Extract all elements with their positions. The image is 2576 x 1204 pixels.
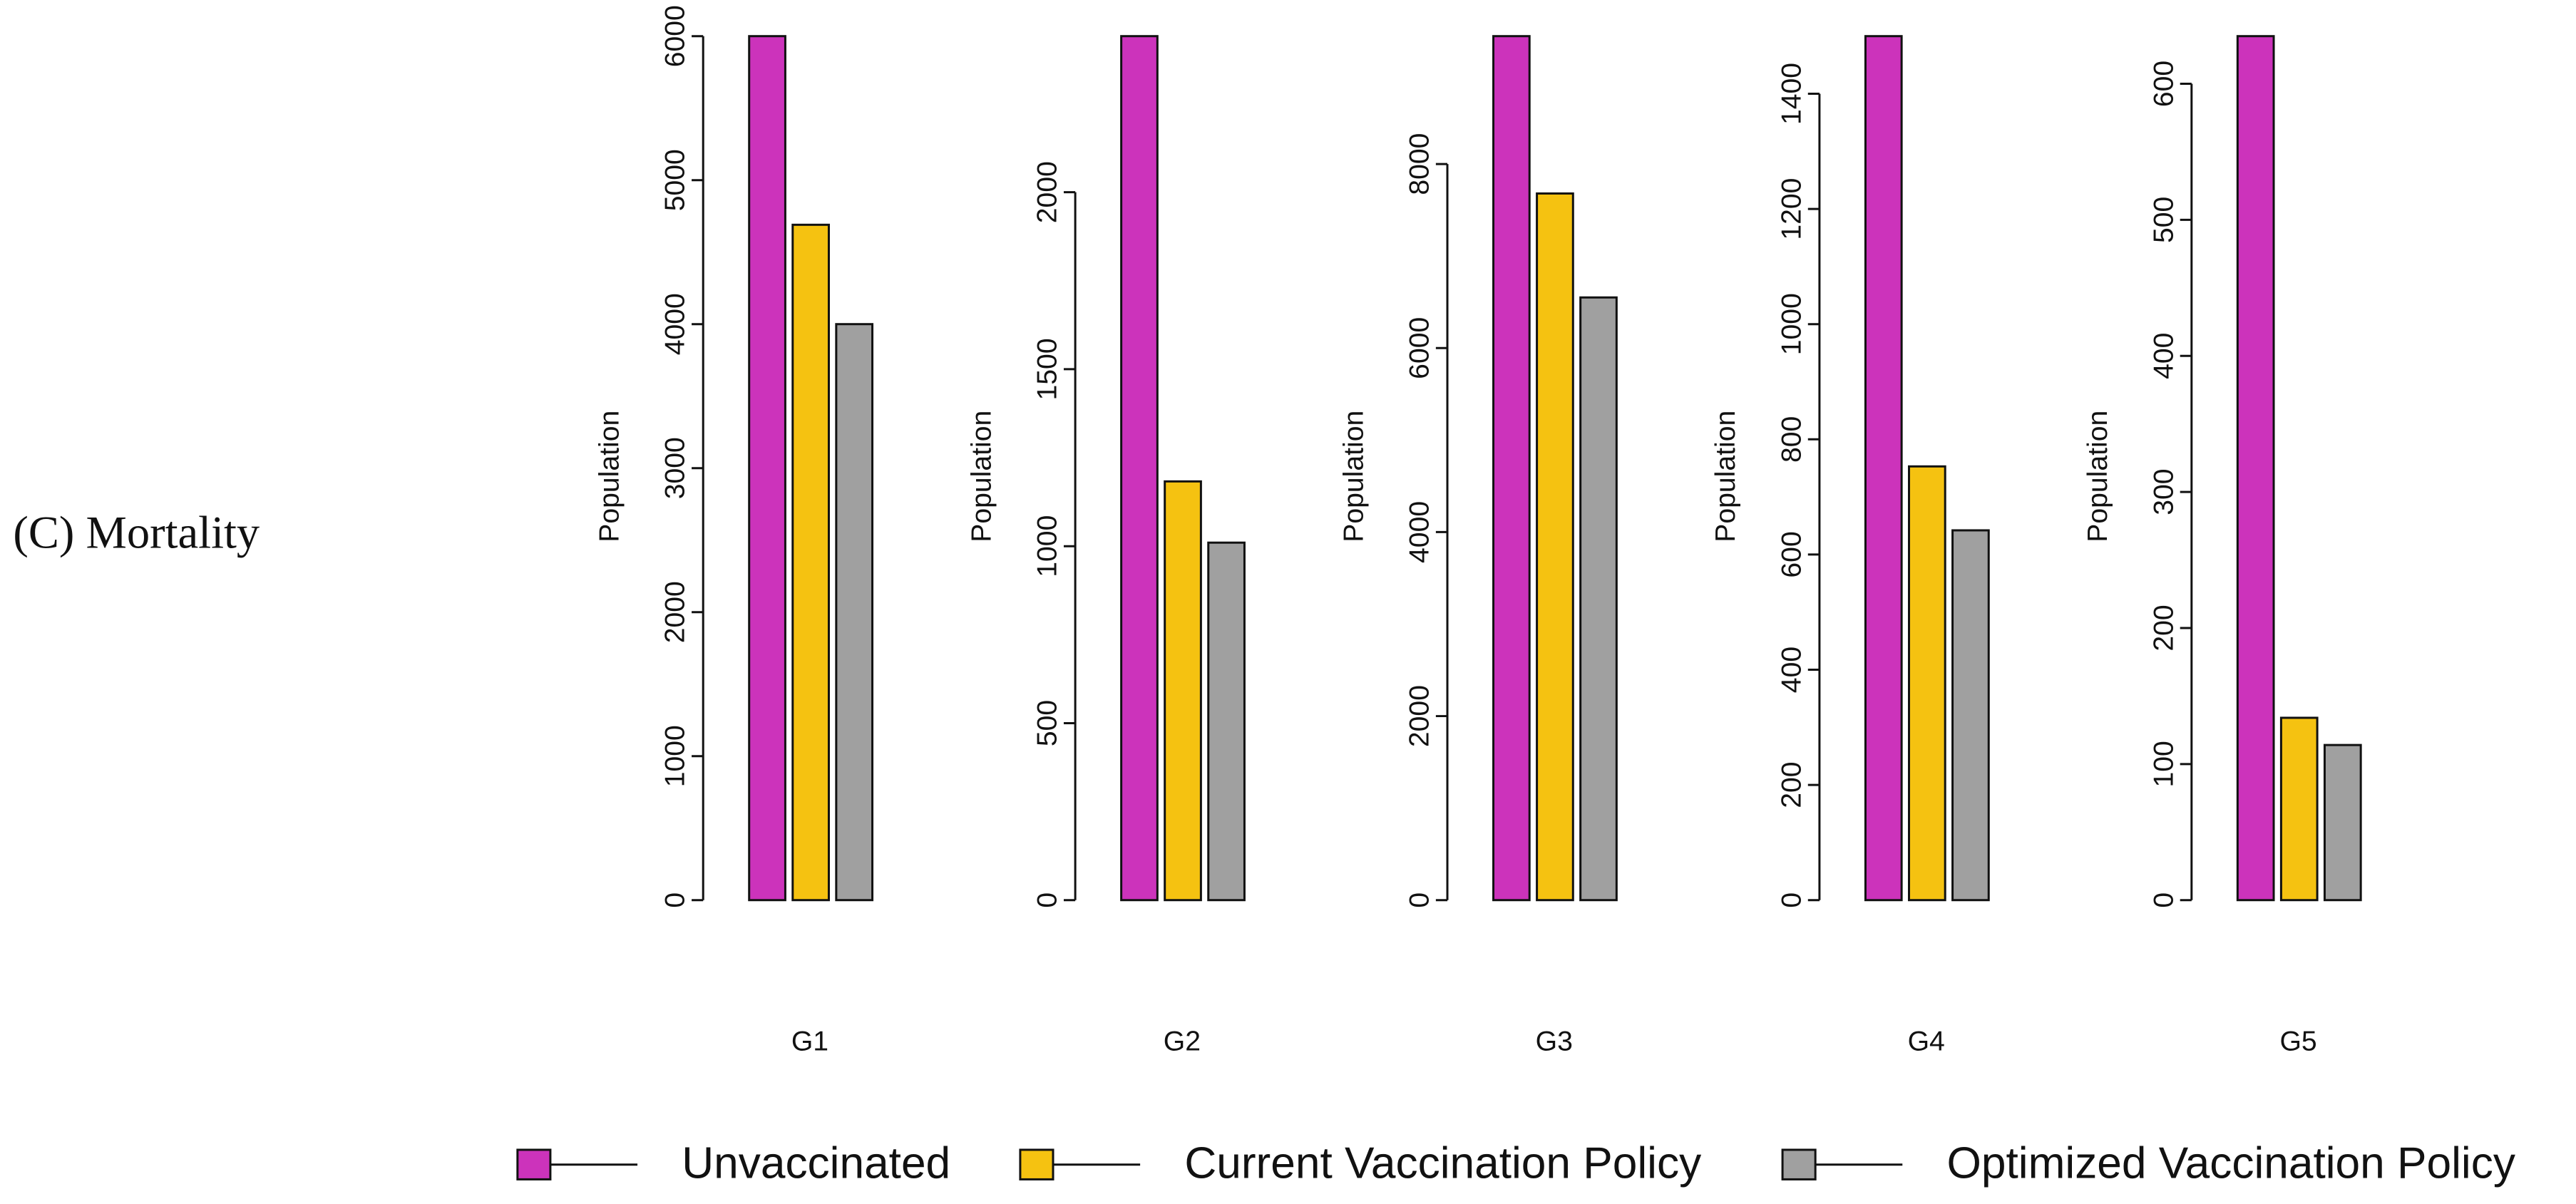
legend-swatch	[1019, 1148, 1054, 1180]
bar	[1579, 296, 1618, 902]
bar	[2323, 744, 2362, 902]
y-tick-label: 3000	[660, 437, 691, 499]
y-tick-label: 200	[2148, 604, 2179, 651]
y-tick-label: 4000	[1404, 501, 1435, 563]
bar	[1536, 192, 1574, 902]
y-tick-label: 500	[1032, 700, 1063, 746]
x-tick-label: G4	[1908, 1027, 1945, 1057]
legend-swatch	[516, 1148, 552, 1180]
y-tick-label: 0	[2148, 892, 2179, 908]
y-axis-label: Population	[1710, 411, 1741, 542]
y-tick-label: 1000	[1776, 293, 1807, 355]
y-tick-label: 2000	[1032, 161, 1063, 223]
bar	[1164, 480, 1202, 902]
y-tick-label: 100	[2148, 741, 2179, 787]
legend-swatch	[1781, 1148, 1817, 1180]
x-tick-label: G5	[2279, 1027, 2316, 1057]
bar	[1951, 529, 1990, 902]
y-tick-label: 8000	[1404, 133, 1435, 195]
y-axis-label: Population	[966, 411, 997, 542]
y-tick-label: 0	[1404, 892, 1435, 908]
legend-label: Current Vaccination Policy	[1184, 1138, 1701, 1188]
y-tick-label: 600	[2148, 61, 2179, 107]
bar	[1864, 35, 1903, 902]
y-tick-label: 400	[2148, 333, 2179, 379]
legend-label: Optimized Vaccination Policy	[1946, 1138, 2515, 1188]
y-tick-label: 5000	[660, 149, 691, 211]
bar	[1207, 541, 1246, 902]
y-tick-label: 1200	[1776, 178, 1807, 240]
y-tick-label: 800	[1776, 416, 1807, 463]
y-tick-label: 2000	[660, 581, 691, 643]
y-tick-label: 1000	[660, 725, 691, 787]
y-tick-label: 0	[660, 892, 691, 908]
x-tick-label: G3	[1536, 1027, 1573, 1057]
bar	[835, 323, 874, 902]
bar	[791, 223, 830, 902]
x-tick-label: G1	[791, 1027, 828, 1057]
y-tick-label: 0	[1776, 892, 1807, 908]
x-tick-label: G2	[1164, 1027, 1201, 1057]
panel-label: (C) Mortality	[13, 507, 260, 557]
bar	[1120, 35, 1159, 902]
bar	[748, 35, 786, 902]
y-tick-label: 400	[1776, 647, 1807, 693]
y-tick-label: 1500	[1032, 338, 1063, 400]
y-tick-label: 500	[2148, 197, 2179, 243]
y-axis-label: Population	[2083, 411, 2113, 542]
bar	[1492, 35, 1531, 902]
y-tick-label: 1400	[1776, 63, 1807, 125]
y-tick-label: 200	[1776, 761, 1807, 808]
y-tick-label: 1000	[1032, 515, 1063, 577]
y-tick-label: 300	[2148, 468, 2179, 515]
bar	[2279, 716, 2319, 902]
y-tick-label: 6000	[660, 5, 691, 67]
y-tick-label: 0	[1032, 892, 1063, 908]
y-tick-label: 600	[1776, 531, 1807, 577]
bar	[1907, 465, 1946, 902]
y-axis-label: Population	[595, 411, 625, 542]
y-tick-label: 4000	[660, 293, 691, 355]
bar	[2236, 35, 2275, 902]
y-tick-label: 2000	[1404, 685, 1435, 747]
y-axis-label: Population	[1338, 411, 1369, 542]
y-tick-label: 6000	[1404, 317, 1435, 379]
legend-label: Unvaccinated	[682, 1138, 950, 1188]
